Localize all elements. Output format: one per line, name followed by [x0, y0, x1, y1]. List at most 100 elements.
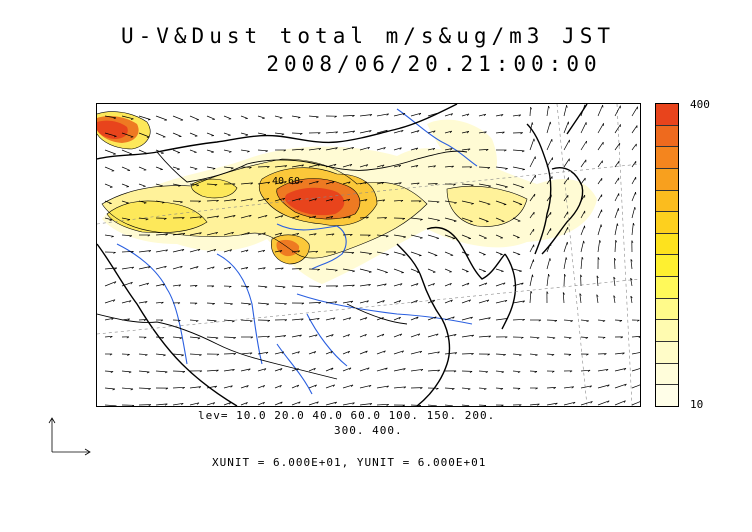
- wind-vector: [172, 166, 180, 170]
- wind-vector: [172, 200, 183, 203]
- wind-vector-head: [501, 371, 505, 374]
- wind-vector: [427, 316, 437, 321]
- wind-vector-head: [403, 236, 406, 239]
- wind-vector-head: [519, 354, 522, 357]
- wind-vector-head: [228, 134, 231, 137]
- wind-vector: [376, 113, 389, 117]
- wind-vector-head: [299, 133, 303, 135]
- wind-vector: [563, 158, 570, 168]
- legend-color-box: [656, 277, 678, 299]
- wind-vector-head: [245, 267, 249, 270]
- wind-vector-head: [313, 215, 317, 219]
- wind-vector-head: [504, 149, 507, 152]
- wind-vector-head: [417, 130, 420, 133]
- wind-vector: [478, 200, 491, 205]
- wind-vector-head: [415, 300, 418, 303]
- wind-vector: [274, 351, 284, 355]
- dust-wind-map: 40 60: [96, 103, 641, 407]
- wind-vector: [308, 115, 319, 118]
- wind-vector-head: [565, 257, 568, 260]
- wind-vector: [257, 232, 266, 236]
- wind-vector-head: [368, 385, 372, 388]
- wind-vector-head: [384, 283, 387, 286]
- wind-vector: [104, 370, 114, 372]
- wind-vector: [274, 335, 286, 338]
- wind-vector-head: [126, 202, 129, 204]
- wind-vector-head: [521, 282, 524, 285]
- wind-vector: [393, 333, 402, 338]
- wind-vector: [308, 233, 317, 236]
- wind-vector-head: [453, 183, 456, 186]
- wind-vector-head: [332, 181, 335, 184]
- wind-vector-head: [216, 200, 219, 202]
- wind-vector-head: [113, 117, 117, 120]
- wind-vector-head: [297, 351, 300, 354]
- wind-vector: [104, 166, 115, 172]
- wind-vector: [597, 141, 604, 151]
- wind-vector-head: [369, 130, 372, 133]
- wind-vector: [240, 368, 251, 372]
- wind-vector-head: [267, 320, 271, 322]
- wind-vector: [529, 138, 535, 151]
- wind-vector: [240, 285, 250, 287]
- wind-vector-head: [282, 286, 286, 289]
- wind-vector-head: [549, 121, 552, 125]
- wind-vector: [291, 368, 299, 372]
- wind-vector: [631, 352, 640, 355]
- wind-vector: [410, 147, 418, 151]
- wind-vector-head: [432, 283, 435, 286]
- wind-vector: [376, 147, 386, 151]
- wind-vector-head: [298, 198, 301, 201]
- wind-vector: [206, 385, 217, 389]
- wind-vector: [444, 282, 452, 287]
- wind-vector-head: [178, 319, 181, 322]
- wind-vector-head: [334, 301, 338, 304]
- wind-vector: [240, 402, 248, 406]
- wind-vector: [223, 199, 236, 202]
- wind-vector-head: [383, 350, 386, 353]
- legend-min-label: 10: [690, 398, 704, 411]
- wind-vector-head: [164, 265, 167, 269]
- wind-vector: [155, 132, 166, 138]
- wind-vector: [223, 132, 231, 136]
- wind-vector-head: [450, 299, 453, 303]
- wind-vector: [308, 215, 316, 219]
- wind-vector-head: [301, 148, 304, 151]
- wind-vector: [614, 319, 623, 321]
- wind-vector-head: [317, 318, 320, 321]
- wind-vector: [189, 232, 202, 236]
- wind-vector: [461, 334, 474, 338]
- wind-vector-head: [216, 369, 219, 372]
- wind-vector: [274, 250, 283, 253]
- wind-vector: [478, 282, 488, 287]
- wind-vector: [410, 316, 419, 321]
- wind-vector-head: [402, 113, 406, 116]
- wind-vector: [563, 319, 573, 322]
- wind-vector-head: [147, 119, 151, 121]
- wind-vector: [580, 240, 584, 253]
- wind-vector: [223, 166, 234, 169]
- wind-vector: [495, 183, 508, 188]
- wind-vector: [291, 401, 301, 406]
- wind-vector-head: [266, 198, 270, 201]
- wind-vector: [325, 301, 338, 304]
- wind-vector-head: [232, 369, 235, 372]
- wind-vector-head: [401, 350, 404, 353]
- wind-vector-head: [385, 272, 388, 274]
- wind-vector-head: [469, 371, 473, 373]
- wind-vector-head: [415, 165, 419, 168]
- wind-vector-head: [554, 320, 558, 322]
- wind-vector: [461, 353, 474, 355]
- wind-vector: [597, 400, 610, 406]
- wind-vector-head: [637, 319, 640, 322]
- wind-vector: [342, 402, 355, 406]
- wind-vector-head: [522, 319, 525, 321]
- wind-vector-head: [265, 150, 268, 153]
- legend-color-box: [656, 212, 678, 234]
- wind-vector: [427, 283, 435, 287]
- wind-vector-head: [416, 283, 419, 286]
- wind-vector: [614, 142, 621, 151]
- wind-vector: [206, 215, 219, 219]
- wind-vector: [630, 259, 633, 270]
- wind-vector: [325, 147, 338, 151]
